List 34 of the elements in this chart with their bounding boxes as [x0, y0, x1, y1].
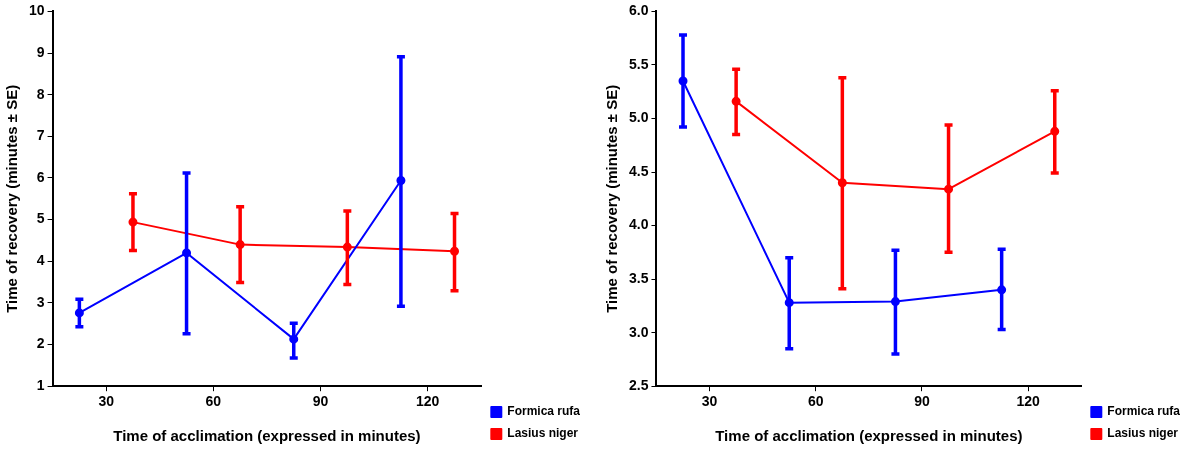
legend-label: Lasius niger	[1107, 426, 1179, 441]
y-axis-title: Time of recovery (minutes ± SE)	[3, 84, 21, 313]
x-tick-label: 120	[416, 393, 440, 410]
y-tick-label: 3	[36, 293, 45, 310]
legend-label: Formica rufa	[507, 404, 581, 419]
x-tick-label: 120	[1016, 393, 1041, 410]
legend-label: Formica rufa	[1107, 404, 1181, 419]
x-tick-label: 60	[205, 393, 222, 410]
x-tick-label: 60	[807, 393, 824, 410]
x-axis-title: Time of acclimation (expressed in minutes)	[113, 427, 421, 445]
y-tick-label: 6	[36, 168, 45, 185]
legend-label: Lasius niger	[507, 426, 579, 441]
x-tick-label: 30	[98, 393, 115, 410]
y-tick-label: 4.5	[628, 162, 649, 179]
y-tick-label: 3.0	[628, 323, 649, 340]
x-axis-title: Time of acclimation (expressed in minutes)	[715, 427, 1023, 445]
y-tick-label: 2	[36, 335, 45, 352]
y-tick-label: 6.0	[628, 2, 649, 19]
y-axis-title: Time of recovery (minutes ± SE)	[603, 84, 621, 313]
y-tick-label: 5.5	[628, 55, 649, 72]
y-tick-label: 9	[36, 43, 45, 60]
y-tick-label: 2.5	[628, 377, 649, 394]
y-tick-label: 1	[36, 377, 45, 394]
y-tick-label: 4.0	[628, 216, 649, 233]
y-tick-label: 7	[36, 127, 45, 144]
y-tick-label: 5.0	[628, 109, 649, 126]
x-tick-label: 30	[701, 393, 718, 410]
y-tick-label: 4	[36, 252, 45, 269]
y-tick-label: 10	[28, 2, 45, 19]
y-tick-label: 3.5	[628, 269, 649, 286]
x-tick-label: 90	[914, 393, 930, 410]
y-tick-label: 5	[36, 210, 45, 227]
y-tick-label: 8	[36, 85, 45, 102]
x-tick-label: 90	[312, 393, 329, 410]
